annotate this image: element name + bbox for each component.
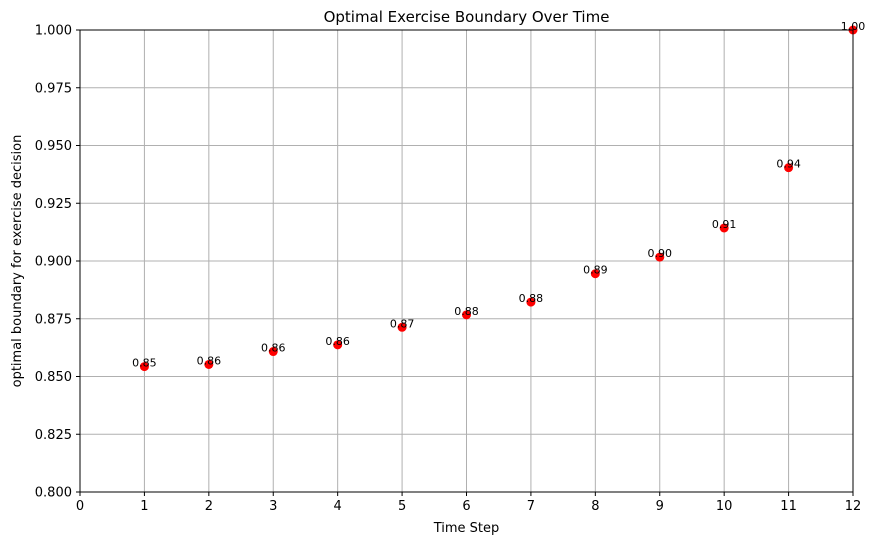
point-value-label: 0.91 <box>712 218 737 231</box>
y-tick-label: 0.950 <box>35 139 72 154</box>
x-tick-label: 12 <box>845 499 862 514</box>
scatter-point <box>655 252 665 262</box>
point-value-label: 0.86 <box>325 335 350 348</box>
y-tick-label: 0.800 <box>35 486 72 501</box>
scatter-point <box>526 297 536 307</box>
x-tick-label: 4 <box>334 499 342 514</box>
x-tick-label: 6 <box>462 499 470 514</box>
scatter-point <box>397 322 407 332</box>
y-tick-label: 0.850 <box>35 370 72 385</box>
axis-ticks: 0 1 2 3 4 5 6 7 8 9 10 11 120.8000.8250.8500.8750.90… <box>35 24 861 515</box>
scatter-point <box>268 347 278 357</box>
point-value-label: 0.85 <box>132 357 157 370</box>
chart-title: Optimal Exercise Boundary Over Time <box>324 8 610 26</box>
y-tick-label: 0.925 <box>35 197 72 212</box>
point-value-label: 0.88 <box>519 292 544 305</box>
point-value-label: 0.90 <box>648 247 673 260</box>
x-tick-label: 9 <box>656 499 664 514</box>
y-tick-label: 0.875 <box>35 312 72 327</box>
y-tick-label: 1.000 <box>35 24 72 39</box>
scatter-point <box>333 340 343 350</box>
scatter-point <box>462 310 471 320</box>
data-labels: 0.85 0.86 0.86 0.86 0.87 0.88 0.88 0.89 0.90 0.91… <box>132 20 865 370</box>
scatter-point <box>139 362 149 372</box>
y-tick-label: 0.975 <box>35 81 72 96</box>
x-tick-label: 0 <box>76 499 84 514</box>
point-value-label: 0.94 <box>776 158 801 171</box>
scatter-point <box>719 223 729 233</box>
point-value-label: 0.89 <box>583 264 608 277</box>
y-axis-label: optimal boundary for exercise decision <box>10 135 25 388</box>
x-tick-label: 10 <box>716 499 733 514</box>
x-tick-label: 2 <box>205 499 213 514</box>
scatter-point <box>204 359 214 369</box>
x-tick-label: 8 <box>591 499 599 514</box>
y-tick-label: 0.900 <box>35 255 72 270</box>
y-tick-label: 0.825 <box>35 428 72 443</box>
x-tick-label: 3 <box>269 499 277 514</box>
point-value-label: 0.86 <box>261 342 286 355</box>
data-points <box>139 25 858 372</box>
x-tick-label: 7 <box>527 499 535 514</box>
point-value-label: 0.87 <box>390 317 415 330</box>
point-value-label: 0.88 <box>454 305 479 318</box>
x-tick-label: 1 <box>140 499 148 514</box>
scatter-point <box>784 163 794 173</box>
x-tick-label: 11 <box>780 499 797 514</box>
x-tick-label: 5 <box>398 499 406 514</box>
x-axis-label: Time Step <box>433 521 500 536</box>
plot-frame <box>79 29 854 493</box>
scatter-point <box>590 269 600 279</box>
point-value-label: 0.86 <box>197 354 222 367</box>
